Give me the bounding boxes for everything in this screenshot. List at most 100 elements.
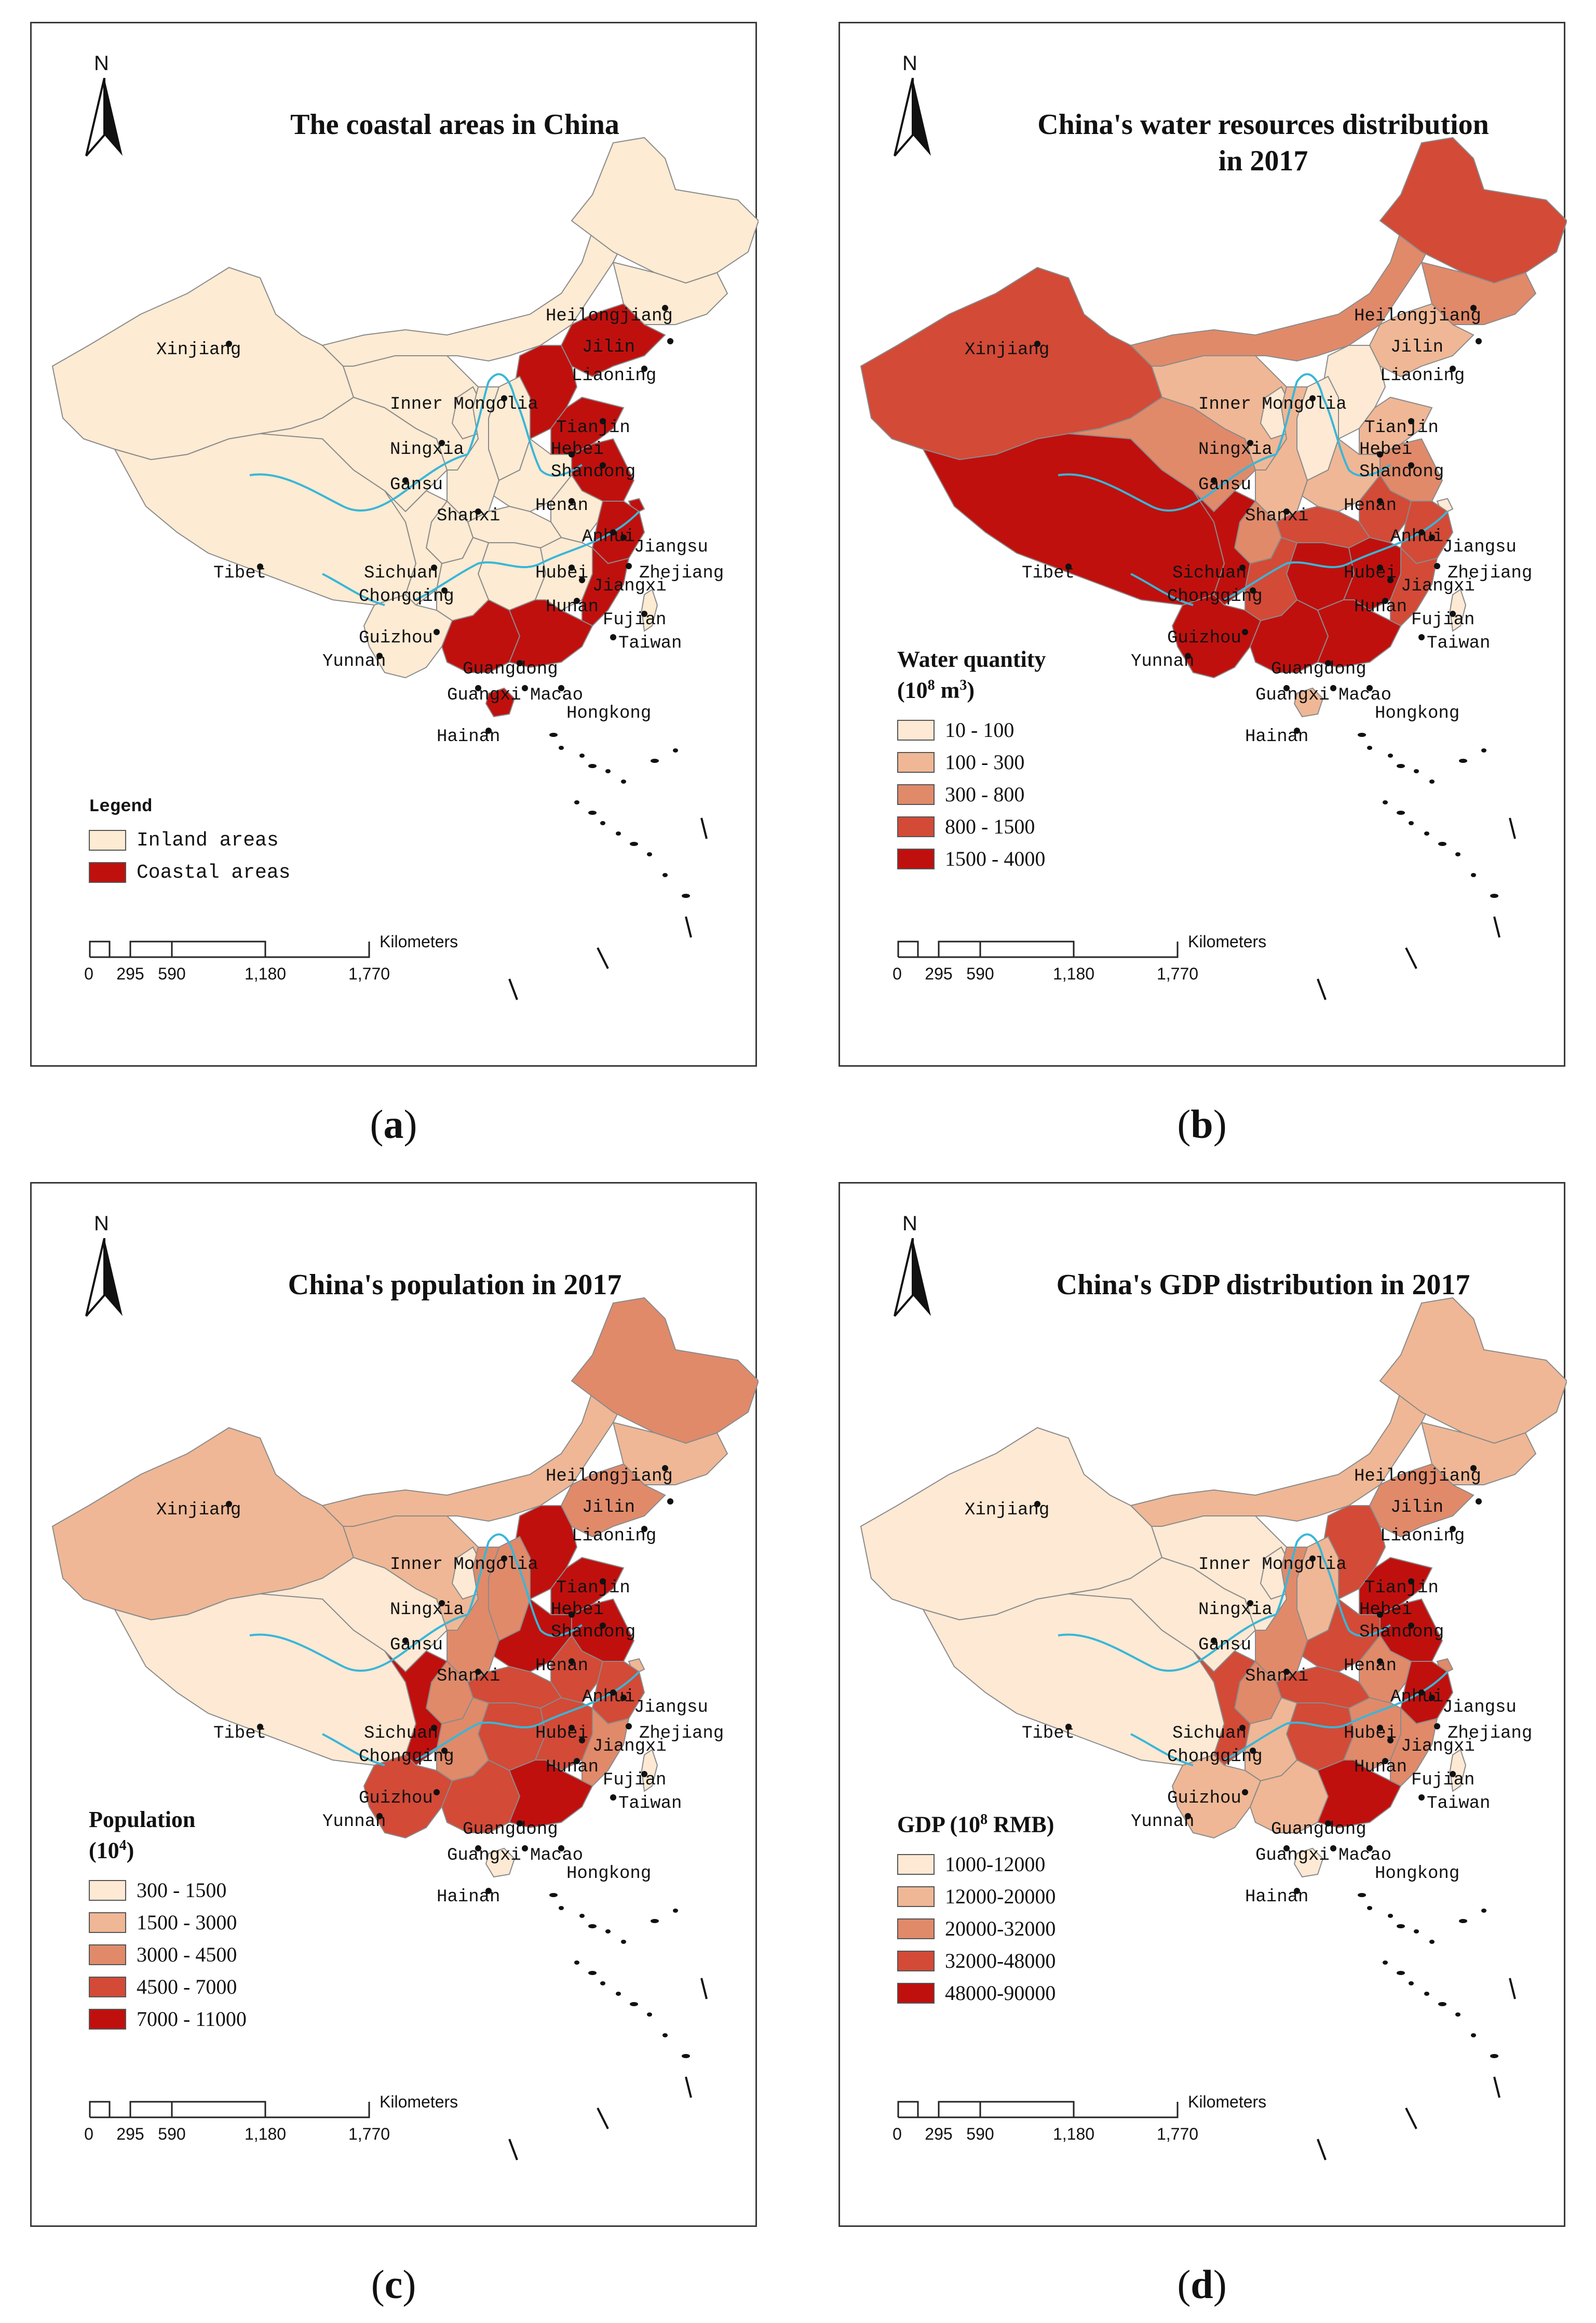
province-label-ningxia: Ningxia xyxy=(390,1600,464,1620)
river-line xyxy=(1058,453,1277,512)
province-label-hunan: Hunan xyxy=(1354,1757,1408,1777)
province-label-shanxi: Shanxi xyxy=(1245,506,1309,526)
capital-dot xyxy=(1377,565,1383,571)
legend-swatch xyxy=(897,1918,935,1939)
capital-dot xyxy=(569,498,575,504)
china-map xyxy=(860,137,1567,1000)
legend-heading: Population xyxy=(89,1807,196,1832)
north-arrow-icon xyxy=(894,1238,931,1317)
capital-dot xyxy=(1283,685,1290,691)
boundary-dash xyxy=(700,817,708,839)
legend-label: 10 - 100 xyxy=(945,718,1015,742)
province-label-hebei: Hebei xyxy=(1359,1600,1413,1620)
island-mark xyxy=(1459,1919,1467,1923)
island-mark xyxy=(1490,2054,1498,2058)
capital-dot xyxy=(569,451,575,458)
capital-dot xyxy=(434,1789,440,1795)
river-line xyxy=(322,1733,385,1766)
map-panel-c: Heilongjiang Jilin Xinjiang Liaoning Inner M… xyxy=(30,1182,759,2227)
island-mark xyxy=(630,2002,638,2006)
province-label-hubei: Hubei xyxy=(535,1724,589,1743)
province-label-macao: Macao xyxy=(1338,686,1392,705)
province-label-heilongjiang: Heilongjiang xyxy=(546,306,673,326)
province-taiwan xyxy=(1449,588,1467,632)
capital-dot xyxy=(1239,1725,1246,1731)
province-label-yunnan: Yunnan xyxy=(322,652,386,672)
province-label-hainan: Hainan xyxy=(1245,1887,1309,1907)
capital-dot xyxy=(667,338,673,344)
province-label-jiangxi: Jiangxi xyxy=(1401,1737,1475,1756)
island-mark xyxy=(1383,800,1388,804)
province-label-guangxi: Guangxi xyxy=(1255,686,1330,705)
scale-tick-label: 590 xyxy=(158,2125,186,2143)
river-line xyxy=(1130,1733,1194,1766)
province-label-shandong: Shandong xyxy=(551,462,636,482)
legend: GDP (108 RMB) 1000-12000 12000-20000 20000-… xyxy=(897,1807,1056,2009)
island-mark xyxy=(605,769,611,773)
capital-dot xyxy=(569,1612,575,1618)
legend-item: 4500 - 7000 xyxy=(89,1971,247,2003)
china-map xyxy=(860,1297,1567,2160)
legend-item: 48000-90000 xyxy=(897,1977,1056,2009)
province-label-macao: Macao xyxy=(530,686,584,705)
province-label-chongqing: Chongqing xyxy=(359,1747,454,1767)
island-mark xyxy=(579,1914,585,1918)
north-arrow-icon xyxy=(85,1238,123,1317)
legend-label: 1000-12000 xyxy=(945,1852,1046,1876)
island-mark xyxy=(1481,1909,1486,1913)
legend-item: 3000 - 4500 xyxy=(89,1939,247,1971)
capital-dot xyxy=(1450,1771,1456,1777)
scale-tick-label: 1,770 xyxy=(1156,964,1199,983)
province-label-guangxi: Guangxi xyxy=(447,686,521,705)
legend-label: Coastal areas xyxy=(137,861,291,884)
province-label-heilongjiang: Heilongjiang xyxy=(1354,1467,1481,1486)
map-title-line: China's water resources distribution xyxy=(1037,109,1489,141)
province-label-taiwan: Taiwan xyxy=(618,634,682,653)
boundary-dash xyxy=(1509,1978,1516,1999)
province-label-macao: Macao xyxy=(530,1846,584,1865)
capital-dot xyxy=(1185,653,1191,659)
north-label: N xyxy=(902,1212,917,1235)
scale-tick-label: 1,180 xyxy=(1052,964,1095,983)
province-label-hebei: Hebei xyxy=(1359,440,1413,460)
capital-dot xyxy=(1418,529,1425,535)
legend-label: 12000-20000 xyxy=(945,1885,1056,1909)
island-mark xyxy=(1367,1906,1372,1910)
river-line xyxy=(1322,397,1391,477)
province-hainan xyxy=(1293,687,1324,718)
legend-item: 1000-12000 xyxy=(897,1848,1056,1881)
legend-swatch xyxy=(89,2008,126,2030)
province-label-jilin: Jilin xyxy=(582,1498,635,1518)
river-line xyxy=(1275,1533,1324,1615)
scale-tick-label: 1,180 xyxy=(1052,2125,1095,2143)
river-line xyxy=(249,1614,468,1672)
capital-dot xyxy=(402,477,409,484)
province-label-gansu: Gansu xyxy=(390,1635,443,1655)
capital-dot xyxy=(1377,1658,1383,1664)
province-guangdong xyxy=(1317,1760,1402,1829)
scale-unit: Kilometers xyxy=(1188,932,1267,951)
legend-heading: GDP (108 RMB) xyxy=(897,1811,1054,1837)
province-label-yunnan: Yunnan xyxy=(322,1812,386,1832)
island-mark xyxy=(1490,894,1498,898)
north-label: N xyxy=(94,52,109,75)
island-mark xyxy=(1367,746,1372,750)
scale-tick-label: 1,180 xyxy=(244,2125,287,2143)
legend-item: 1500 - 3000 xyxy=(89,1906,247,1939)
boundary-dash xyxy=(597,947,609,969)
province-label-guangdong: Guangdong xyxy=(1271,1820,1367,1839)
capital-dot xyxy=(558,1845,564,1851)
legend-label: 32000-48000 xyxy=(945,1949,1056,1973)
capital-dot xyxy=(1242,629,1248,635)
north-arrow: N xyxy=(84,52,130,171)
capital-dot xyxy=(1408,462,1414,468)
scale-bar-graphic xyxy=(89,2101,370,2118)
province-label-anhui: Anhui xyxy=(1390,1687,1444,1707)
scale-bar: 0 295 590 1,180 1,770 Kilometers xyxy=(892,2092,1313,2150)
province-label-fujian: Fujian xyxy=(1411,610,1475,630)
river-line xyxy=(1058,1614,1277,1672)
province-label-chongqing: Chongqing xyxy=(359,587,454,607)
province-label-yunnan: Yunnan xyxy=(1131,1812,1195,1832)
legend-label: 1500 - 3000 xyxy=(137,1911,237,1935)
legend-heading: Water quantity xyxy=(897,647,1046,672)
